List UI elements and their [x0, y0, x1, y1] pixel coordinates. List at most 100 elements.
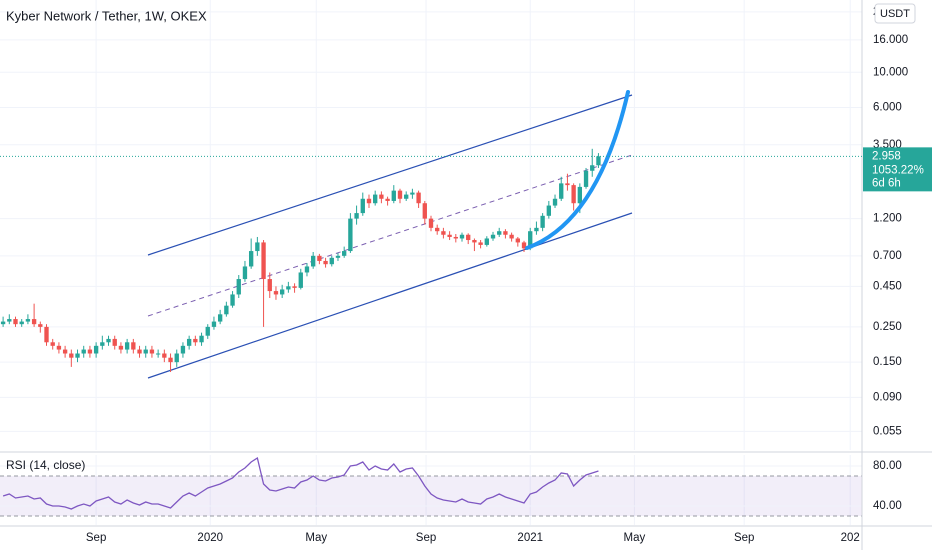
- change-label: 1053.22%: [872, 164, 924, 176]
- candle-body: [31, 319, 37, 325]
- candle-body: [571, 185, 576, 204]
- candle-body: [13, 319, 18, 325]
- candle-body: [205, 326, 210, 336]
- y-tick-label: 6.000: [873, 102, 902, 114]
- candle-body: [261, 242, 266, 280]
- candle-body: [304, 266, 310, 273]
- candle-body: [180, 345, 186, 354]
- candle-body: [515, 238, 520, 243]
- candle-body: [478, 242, 483, 245]
- candle-body: [435, 227, 440, 232]
- candle-body: [298, 272, 303, 288]
- y-tick-label: 0.250: [873, 321, 902, 333]
- x-tick-label: Sep: [734, 532, 754, 544]
- countdown-label: 6d 6h: [872, 177, 901, 189]
- candle-body: [490, 234, 496, 239]
- y-tick-label: 16.000: [873, 34, 908, 46]
- candle-body: [143, 349, 148, 354]
- channel-upper: [147, 94, 633, 256]
- candle-body: [323, 260, 328, 265]
- candle-body: [335, 255, 341, 258]
- candle-body: [199, 335, 204, 343]
- candle-body: [404, 194, 409, 199]
- candle-body: [366, 198, 372, 204]
- candle-body: [397, 190, 403, 199]
- candle-body: [186, 338, 192, 346]
- rsi-tick-label: 80.00: [873, 460, 902, 472]
- y-tick-label: 0.055: [873, 425, 902, 437]
- axes: Sep2020MaySep2021MaySep20224.00016.00010…: [0, 6, 932, 544]
- candle-body: [224, 305, 229, 315]
- candle-body: [596, 156, 601, 166]
- candle-body: [428, 218, 434, 228]
- grid: [0, 0, 862, 525]
- candle-body: [385, 198, 390, 201]
- x-tick-label: Sep: [86, 532, 106, 544]
- candle-body: [422, 203, 427, 219]
- candle-body: [552, 198, 558, 206]
- candle-body: [503, 231, 508, 235]
- candle-body: [521, 242, 527, 249]
- rsi-line: [2, 456, 599, 510]
- channel-mid: [147, 154, 633, 317]
- x-tick-label: May: [305, 532, 327, 544]
- candle-body: [69, 353, 74, 358]
- candle-body: [466, 234, 471, 241]
- candle-body: [416, 192, 421, 204]
- last-price-box: [863, 147, 932, 192]
- candle-body: [453, 236, 458, 239]
- y-tick-label: 0.450: [873, 280, 902, 292]
- candle-body: [50, 342, 55, 346]
- candle-body: [217, 314, 223, 322]
- candle-body: [62, 349, 68, 354]
- candle-body: [410, 192, 415, 195]
- rsi-band-fill: [0, 476, 862, 516]
- candle-body: [38, 324, 43, 327]
- candle-body: [348, 218, 353, 252]
- candle-body: [124, 342, 130, 350]
- x-tick-label: Sep: [416, 532, 436, 544]
- candle-body: [93, 345, 99, 354]
- candle-body: [391, 190, 396, 201]
- candle-body: [211, 321, 217, 327]
- candle-body: [546, 205, 551, 216]
- candle-body: [583, 170, 589, 187]
- candle-body: [81, 349, 86, 354]
- unit-button-label[interactable]: USDT: [880, 8, 910, 20]
- candle-body: [87, 349, 93, 354]
- candle-body: [162, 353, 167, 358]
- candle-body: [230, 294, 235, 306]
- candle-body: [248, 251, 254, 267]
- candle-body: [168, 357, 173, 363]
- candle-body: [540, 215, 545, 228]
- curve-annotation: [525, 90, 630, 250]
- x-tick-label: 2021: [517, 532, 543, 544]
- y-tick-label: 10.000: [873, 66, 908, 78]
- candle-body: [459, 234, 465, 239]
- rsi-panel: [2, 456, 599, 510]
- rsi-background: [0, 465, 862, 517]
- x-tick-label: 2020: [197, 532, 223, 544]
- candle-body: [590, 165, 595, 171]
- candle-body: [534, 227, 539, 232]
- candle-body: [528, 231, 533, 249]
- candle-body: [311, 255, 316, 267]
- candle-body: [484, 238, 489, 245]
- candle-body: [577, 186, 583, 204]
- candle-body: [559, 183, 564, 199]
- rsi-tick-label: 40.00: [873, 500, 902, 512]
- unit-button[interactable]: [874, 3, 916, 24]
- candle-body: [137, 349, 142, 354]
- candle-body: [100, 342, 105, 346]
- candle-body: [317, 255, 322, 261]
- candle-body: [342, 251, 347, 256]
- y-tick-label: 1.200: [873, 213, 902, 225]
- last-price-label: 2.958: [872, 150, 901, 162]
- candle-body: [286, 286, 291, 290]
- candles: [0, 148, 601, 373]
- candle-body: [255, 242, 260, 252]
- candle-body: [131, 342, 136, 350]
